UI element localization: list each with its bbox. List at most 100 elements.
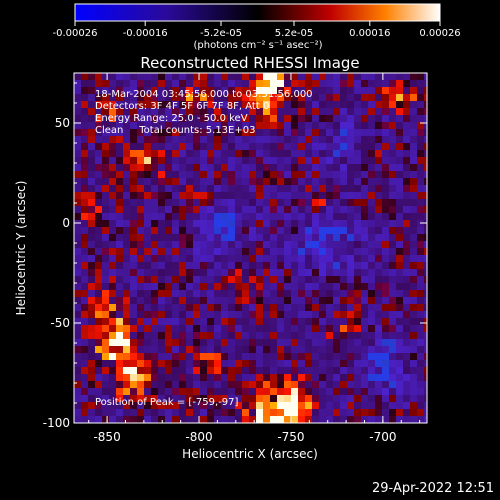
heatmap-cell [179,262,187,270]
heatmap-cell [151,318,159,326]
heatmap-cell [270,346,278,354]
heatmap-cell [95,213,103,221]
heatmap-cell [214,150,222,158]
heatmap-cell [242,409,250,417]
heatmap-cell [200,304,208,312]
heatmap-cell [74,227,82,235]
heatmap-cell [375,220,383,228]
heatmap-cell [305,402,313,410]
heatmap-cell [228,395,236,403]
heatmap-cell [368,108,376,116]
heatmap-cell [284,367,292,375]
heatmap-cell [347,353,355,361]
heatmap-cell [298,388,306,396]
heatmap-cell [235,234,243,242]
heatmap-cell [242,199,250,207]
heatmap-cell [333,199,341,207]
heatmap-cell [249,367,257,375]
heatmap-cell [361,206,369,214]
heatmap-cell [88,311,96,319]
heatmap-cell [417,73,425,81]
heatmap-cell [291,262,299,270]
heatmap-cell [151,332,159,340]
heatmap-cell [375,318,383,326]
heatmap-cell [354,360,362,368]
heatmap-cell [74,297,82,305]
heatmap-cell [263,346,271,354]
heatmap-cell [144,346,152,354]
heatmap-cell [417,332,425,340]
heatmap-cell [172,241,180,249]
heatmap-cell [179,367,187,375]
heatmap-cell [242,416,250,423]
heatmap-cell [319,332,327,340]
heatmap-cell [249,199,257,207]
heatmap-cell [81,115,89,123]
heatmap-cell [102,360,110,368]
heatmap-cell [102,374,110,382]
heatmap-cell [410,150,418,158]
heatmap-cell [235,262,243,270]
heatmap-cell [74,171,82,179]
heatmap-cell [326,325,334,333]
heatmap-cell [249,115,257,123]
heatmap-cell [326,262,334,270]
heatmap-cell [375,136,383,144]
heatmap-cell [256,388,264,396]
heatmap-cell [347,178,355,186]
heatmap-cell [179,73,187,81]
heatmap-cell [172,311,180,319]
heatmap-cell [256,164,264,172]
heatmap-cell [326,108,334,116]
heatmap-cell [347,325,355,333]
heatmap-cell [116,192,124,200]
heatmap-cell [326,115,334,123]
heatmap-cell [389,297,397,305]
heatmap-cell [249,171,257,179]
heatmap-cell [81,122,89,130]
heatmap-cell [123,374,131,382]
heatmap-cell [179,388,187,396]
heatmap-cell [396,129,404,137]
heatmap-cell [312,269,320,277]
heatmap-cell [305,353,313,361]
heatmap-cell [186,311,194,319]
heatmap-cell [109,255,117,263]
heatmap-cell [256,283,264,291]
heatmap-cell [95,199,103,207]
heatmap-cell [361,360,369,368]
heatmap-cell [319,94,327,102]
heatmap-cell [137,367,145,375]
heatmap-cell [389,129,397,137]
heatmap-cell [361,164,369,172]
heatmap-cell [368,353,376,361]
heatmap-cell [396,318,404,326]
heatmap-cell [396,150,404,158]
heatmap-cell [424,108,427,116]
heatmap-cell [361,185,369,193]
heatmap-cell [326,227,334,235]
heatmap-cell [298,304,306,312]
heatmap-cell [396,108,404,116]
heatmap-cell [102,346,110,354]
heatmap-cell [347,339,355,347]
heatmap-cell [95,94,103,102]
heatmap-cell [249,297,257,305]
heatmap-cell [102,262,110,270]
heatmap-cell [354,164,362,172]
heatmap-cell [284,73,292,81]
heatmap-cell [389,283,397,291]
heatmap-cell [284,325,292,333]
heatmap-cell [221,87,229,95]
heatmap-cell [221,269,229,277]
heatmap-cell [172,395,180,403]
heatmap-cell [249,192,257,200]
heatmap-cell [305,297,313,305]
heatmap-cell [172,143,180,151]
heatmap-cell [88,269,96,277]
heatmap-cell [319,304,327,312]
heatmap-cell [179,297,187,305]
heatmap-cell [200,213,208,221]
heatmap-cell [368,395,376,403]
y-tick-label: -100 [43,416,70,430]
